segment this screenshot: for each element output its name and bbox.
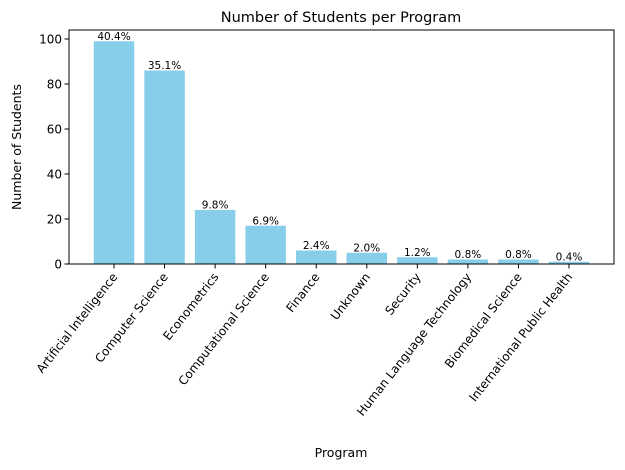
data-label-1: 35.1%: [148, 60, 181, 72]
y-tick-label-4: 80: [47, 78, 62, 92]
bar-1: [144, 70, 185, 264]
x-tick-label-4: Finance: [283, 270, 322, 315]
data-label-0: 40.4%: [97, 31, 130, 43]
chart-title: Number of Students per Program: [221, 10, 462, 26]
y-axis: 0 20 40 60 80 100: [39, 33, 69, 272]
data-label-5: 2.0%: [353, 242, 380, 254]
y-tick-label-3: 60: [47, 123, 62, 137]
data-label-9: 0.4%: [556, 251, 583, 263]
data-label-2: 9.8%: [202, 200, 229, 212]
x-tick-label-6: Security: [382, 270, 423, 317]
bar-5: [346, 252, 388, 264]
bar-6: [397, 257, 438, 264]
data-label-4: 2.4%: [303, 240, 330, 252]
bar-8: [498, 259, 539, 264]
y-tick-label-1: 20: [47, 213, 62, 227]
bars: [93, 41, 590, 264]
data-label-3: 6.9%: [252, 215, 279, 227]
bar-4: [295, 250, 337, 264]
data-label-7: 0.8%: [455, 249, 482, 261]
x-tick-label-5: Unknown: [328, 270, 373, 323]
y-axis-label: Number of Students: [9, 84, 24, 210]
y-tick-label-0: 0: [54, 258, 62, 272]
data-labels: 40.4% 35.1% 9.8% 6.9% 2.4% 2.0% 1.2% 0.8% 0.8% 0.…: [97, 31, 582, 264]
data-label-6: 1.2%: [404, 247, 431, 259]
bar-2: [194, 210, 236, 264]
y-tick-label-2: 40: [47, 168, 62, 182]
bar-9: [548, 261, 590, 264]
data-label-8: 0.8%: [505, 249, 532, 261]
y-tick-label-5: 100: [39, 33, 62, 47]
bar-0: [93, 41, 135, 264]
bar-7: [447, 259, 489, 264]
x-tick-label-9: International Public Health: [466, 270, 575, 404]
plot-frame: [68, 29, 615, 265]
x-tick-label-3: Computational Science: [176, 270, 272, 388]
x-axis-label: Program: [315, 445, 368, 460]
bar-3: [245, 225, 286, 264]
